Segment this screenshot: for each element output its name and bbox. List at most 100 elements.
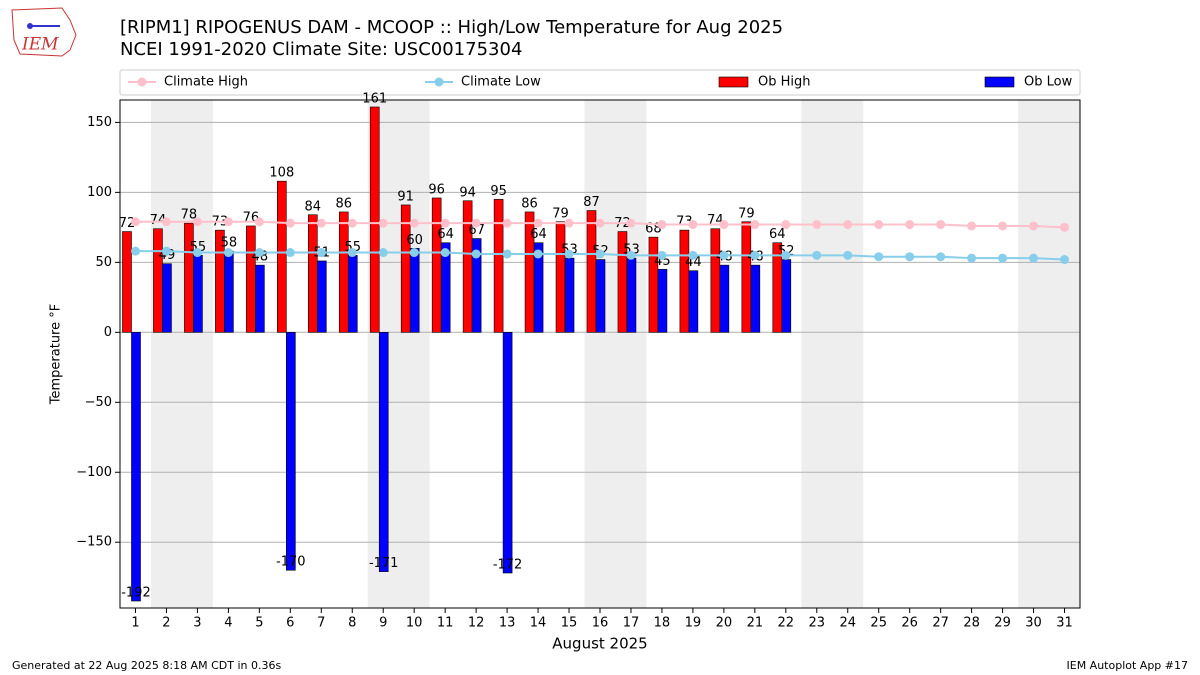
marker <box>130 217 140 227</box>
bar <box>741 221 752 333</box>
x-tick-label: 8 <box>348 616 356 631</box>
weekend-shade <box>801 100 864 608</box>
marker <box>874 252 884 262</box>
bar <box>586 210 597 333</box>
marker <box>161 217 171 227</box>
marker <box>998 253 1008 263</box>
chart-subtitle: NCEI 1991-2020 Climate Site: USC00175304 <box>120 39 522 60</box>
bar <box>307 214 318 333</box>
bar <box>719 264 730 333</box>
marker <box>1060 222 1070 232</box>
marker <box>812 250 822 260</box>
bar <box>555 221 566 333</box>
marker <box>843 250 853 260</box>
data-label: 58 <box>221 236 238 251</box>
x-tick-label: 1 <box>131 616 139 631</box>
bar <box>338 211 349 333</box>
data-label: 73 <box>676 215 693 230</box>
logo: IEM <box>11 7 77 57</box>
marker <box>285 248 295 258</box>
bar <box>316 260 327 333</box>
bar <box>409 248 420 333</box>
x-tick-label: 14 <box>530 616 547 631</box>
marker <box>595 249 605 259</box>
y-tick-label: 0 <box>104 325 112 340</box>
marker <box>564 218 574 228</box>
data-label: -192 <box>121 586 151 601</box>
marker <box>626 250 636 260</box>
data-label: 74 <box>150 213 167 228</box>
chart-title: [RIPM1] RIPOGENUS DAM - MCOOP :: High/Lo… <box>120 17 783 38</box>
marker <box>440 218 450 228</box>
x-tick-label: 26 <box>901 616 918 631</box>
marker <box>967 221 977 231</box>
marker <box>440 248 450 258</box>
y-tick-label: −50 <box>85 395 112 410</box>
x-tick-label: 24 <box>839 616 856 631</box>
data-label: -170 <box>276 555 306 570</box>
legend-label: Climate High <box>164 75 248 90</box>
bar <box>679 229 690 333</box>
marker <box>502 218 512 228</box>
marker <box>378 218 388 228</box>
bar <box>533 242 544 333</box>
marker <box>719 250 729 260</box>
marker <box>812 220 822 230</box>
bar <box>626 257 637 333</box>
data-label: 91 <box>397 189 414 204</box>
marker <box>688 220 698 230</box>
footer-right: IEM Autoplot App #17 <box>1067 659 1189 672</box>
x-tick-label: 15 <box>561 616 578 631</box>
x-tick-label: 23 <box>809 616 826 631</box>
x-tick-label: 29 <box>994 616 1011 631</box>
marker <box>285 218 295 228</box>
marker <box>998 221 1008 231</box>
x-tick-label: 11 <box>437 616 454 631</box>
marker <box>905 220 915 230</box>
x-axis-label: August 2025 <box>552 635 647 653</box>
marker <box>378 248 388 258</box>
x-tick-label: 18 <box>654 616 671 631</box>
data-label: 86 <box>521 196 538 211</box>
data-label: 79 <box>738 206 755 221</box>
bar <box>122 231 132 333</box>
bar <box>246 225 256 333</box>
marker <box>657 250 667 260</box>
marker <box>316 218 326 228</box>
data-label: -171 <box>369 556 399 571</box>
bar <box>153 228 163 333</box>
marker <box>192 248 202 258</box>
marker <box>161 246 171 256</box>
data-label: 96 <box>428 182 445 197</box>
data-label: 87 <box>583 195 600 210</box>
marker <box>967 253 977 263</box>
marker <box>254 248 264 258</box>
x-tick-label: 31 <box>1056 616 1073 631</box>
marker <box>657 220 667 230</box>
y-tick-label: 100 <box>87 185 112 200</box>
marker <box>1029 221 1039 231</box>
marker <box>533 218 543 228</box>
x-tick-label: 4 <box>224 616 232 631</box>
x-tick-label: 9 <box>379 616 387 631</box>
data-label: 64 <box>437 227 454 242</box>
data-label: 72 <box>119 216 136 231</box>
x-tick-label: 19 <box>685 616 702 631</box>
bar <box>462 200 473 333</box>
data-label: 67 <box>468 223 485 238</box>
marker <box>409 248 419 258</box>
legend-label: Ob Low <box>1024 75 1073 90</box>
bar <box>471 238 482 333</box>
marker <box>223 217 233 227</box>
bar <box>502 332 513 574</box>
marker <box>874 220 884 230</box>
data-label: 78 <box>181 208 198 223</box>
data-label: 94 <box>459 185 476 200</box>
x-tick-label: 27 <box>932 616 949 631</box>
x-tick-label: 28 <box>963 616 980 631</box>
weekend-shade <box>584 100 647 608</box>
x-tick-label: 13 <box>499 616 516 631</box>
marker <box>1029 253 1039 263</box>
x-tick-label: 7 <box>317 616 325 631</box>
bar <box>657 269 668 333</box>
